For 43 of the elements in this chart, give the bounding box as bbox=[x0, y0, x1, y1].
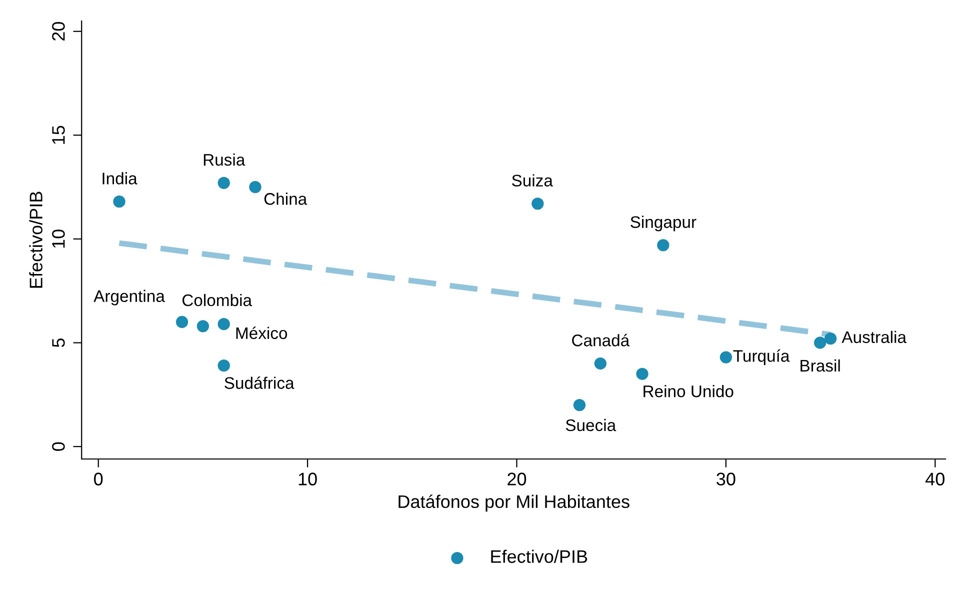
x-tick-label: 0 bbox=[94, 472, 103, 486]
annotation: Turquía bbox=[733, 349, 790, 366]
y-tick-label: 15 bbox=[52, 126, 65, 144]
x-axis-title: Datáfonos por Mil Habitantes bbox=[398, 494, 630, 512]
point bbox=[657, 239, 670, 252]
point bbox=[176, 316, 188, 328]
point bbox=[814, 336, 826, 349]
point bbox=[594, 357, 606, 370]
annotation: Argentina bbox=[94, 290, 165, 306]
annotation: Canadá bbox=[572, 334, 630, 346]
annotation: Suiza bbox=[512, 174, 553, 186]
legend-label: Efectivo/PIB bbox=[491, 550, 588, 563]
annotation: Colombia bbox=[182, 294, 252, 306]
annotation: China bbox=[264, 192, 308, 205]
annotation: Rusia bbox=[204, 153, 246, 166]
point bbox=[573, 398, 586, 412]
x-tick-label: 20 bbox=[508, 472, 526, 486]
annotation: Brasil bbox=[800, 359, 840, 372]
point bbox=[113, 196, 126, 208]
annotation: Suecia bbox=[566, 418, 616, 432]
point bbox=[824, 332, 837, 345]
point bbox=[218, 318, 230, 330]
y-axis-title: Efectivo/PIB bbox=[29, 192, 42, 288]
annotation: Sudáfrica bbox=[224, 376, 294, 389]
annotation: Reino Unido bbox=[644, 385, 734, 398]
annotation: México bbox=[236, 326, 288, 340]
x-tick-label: 40 bbox=[926, 472, 944, 486]
y-tick-label: 10 bbox=[52, 230, 65, 248]
point bbox=[218, 360, 230, 372]
point bbox=[720, 351, 732, 364]
point bbox=[196, 320, 210, 332]
point bbox=[532, 198, 544, 210]
annotation: India bbox=[102, 172, 138, 184]
point bbox=[218, 176, 230, 189]
x-tick-label: 10 bbox=[298, 472, 317, 486]
annotation: Australia bbox=[842, 330, 906, 344]
point bbox=[636, 368, 648, 380]
point bbox=[249, 180, 262, 194]
y-tick-label: 0 bbox=[52, 442, 65, 451]
y-tick-label: 5 bbox=[52, 338, 65, 348]
x-tick-label: 30 bbox=[716, 472, 736, 486]
y-tick-label: 20 bbox=[52, 22, 65, 41]
annotation: Singapur bbox=[630, 216, 696, 232]
